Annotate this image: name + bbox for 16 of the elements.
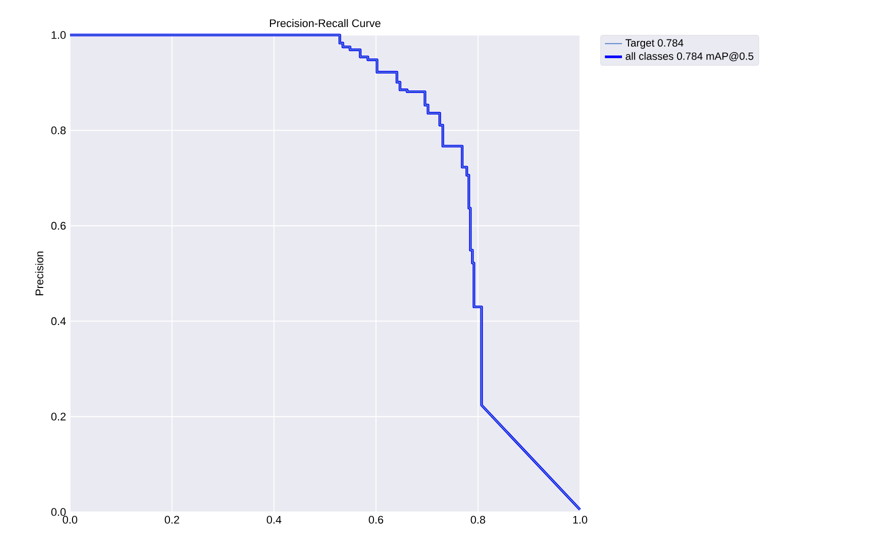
x-tick-label: 0.6 — [368, 516, 384, 524]
y-tick-label: 0.0 — [51, 508, 66, 516]
x-tick-label: 1.0 — [573, 516, 588, 524]
x-tick-label: 0.4 — [266, 516, 282, 524]
legend-label: Target 0.784 — [626, 39, 684, 49]
y-tick-label: 0.6 — [51, 222, 66, 230]
x-tick-label: 0.8 — [470, 516, 486, 524]
y-axis-title: Precision — [35, 252, 44, 296]
x-tick-label: 0.2 — [164, 516, 180, 524]
chart-title: Precision-Recall Curve — [270, 19, 380, 28]
y-tick-label: 0.8 — [51, 126, 66, 134]
y-tick-label: 1.0 — [52, 31, 66, 39]
y-tick-label: 0.4 — [51, 317, 66, 326]
legend-label: all classes 0.784 mAP@0.5 — [626, 52, 754, 62]
x-tick-label: 0.0 — [62, 516, 78, 524]
y-tick-label: 0.2 — [51, 412, 66, 420]
